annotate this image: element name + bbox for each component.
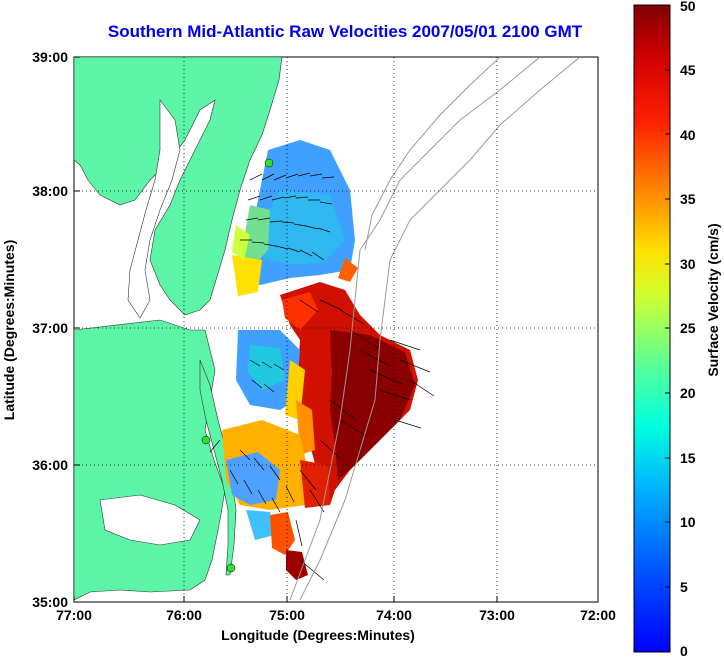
colorbar-tick-label: 0 [680, 643, 688, 659]
colorbar-label: Surface Velocity (cm/s) [705, 223, 721, 376]
colorbar-tick-label: 25 [680, 320, 696, 336]
x-tick-labels: 77:00 76:00 75:00 74:00 73:00 72:00 [56, 607, 616, 623]
velocity-arrows [209, 172, 435, 581]
colorbar-tick-label: 45 [680, 62, 696, 78]
colorbar-tick-label: 40 [680, 127, 696, 143]
y-tick-label: 37:00 [32, 320, 68, 336]
x-tick-label: 75:00 [269, 607, 305, 623]
bay-inlet [99, 494, 201, 546]
station-marker [226, 563, 236, 573]
y-axis-label: Latitude (Degrees:Minutes) [1, 240, 17, 420]
y-tick-label: 35:00 [32, 594, 68, 610]
colorbar-ticks [665, 4, 670, 653]
colorbar-tick-label: 20 [680, 385, 696, 401]
x-tick-label: 72:00 [580, 607, 616, 623]
colorbar-tick-label: 15 [680, 450, 696, 466]
outer-banks [199, 359, 237, 576]
x-tick-label: 73:00 [479, 607, 515, 623]
colorbar-tick-label: 50 [680, 0, 696, 14]
colorbar-tick-label: 30 [680, 256, 696, 272]
x-tick-label: 74:00 [376, 607, 412, 623]
land-mass [74, 57, 283, 316]
station-marker [201, 435, 211, 445]
colorbar [633, 4, 671, 653]
velocity-field [222, 140, 418, 580]
y-tick-labels: 39:00 38:00 37:00 36:00 35:00 [32, 49, 68, 610]
stations [201, 158, 274, 573]
colorbar-tick-label: 10 [680, 514, 696, 530]
station-marker [264, 158, 274, 168]
colorbar-tick-label: 35 [680, 191, 696, 207]
chesapeake-bay [127, 99, 181, 319]
x-tick-label: 77:00 [56, 607, 92, 623]
map-title: Southern Mid-Atlantic Raw Velocities 200… [107, 22, 583, 41]
y-tick-label: 36:00 [32, 457, 68, 473]
bathymetry-contours [289, 57, 581, 601]
axis-ticks [73, 56, 599, 603]
y-tick-label: 39:00 [32, 49, 68, 65]
land-mass-south [74, 319, 226, 601]
x-tick-label: 76:00 [166, 607, 202, 623]
colorbar-tick-labels: 50 45 40 35 30 25 20 15 10 5 0 [680, 0, 696, 659]
x-axis-label: Longitude (Degrees:Minutes) [221, 627, 415, 643]
grid [74, 57, 598, 602]
colorbar-tick-label: 5 [680, 579, 688, 595]
y-tick-label: 38:00 [32, 183, 68, 199]
